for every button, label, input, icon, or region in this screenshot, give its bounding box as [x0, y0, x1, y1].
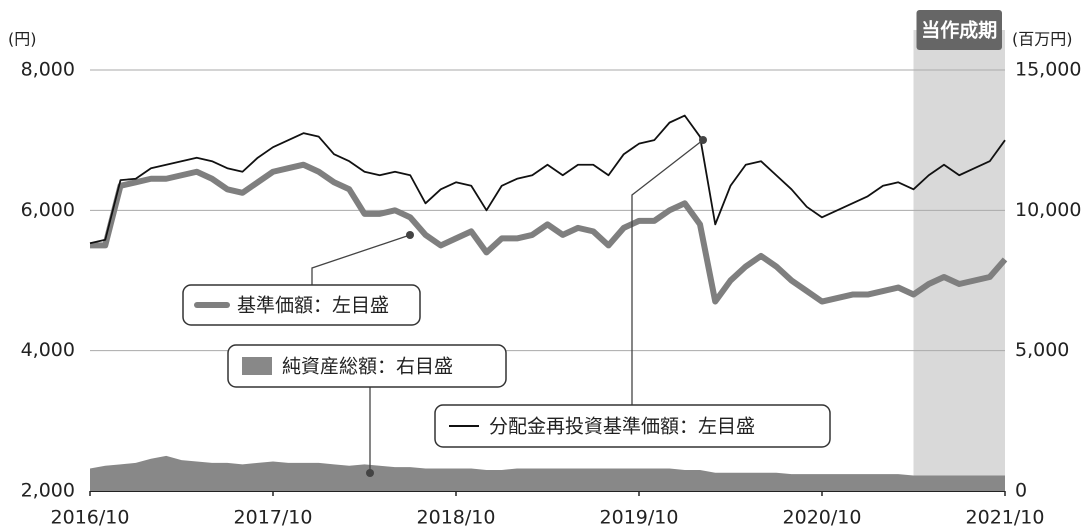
- legend-box: [182, 284, 421, 326]
- y-tick-label: 8,000: [21, 59, 75, 81]
- period-label: 当作成期: [921, 19, 997, 42]
- y-tick-label: 2,000: [21, 480, 75, 502]
- x-tick-label: 2018/10: [417, 507, 496, 529]
- legend-box: [434, 404, 831, 448]
- data-layer: 2016/10 2017/10 2018/10 2019/10 2020/10 2021/…: [51, 114, 1045, 529]
- left-unit: (円): [8, 30, 37, 49]
- legend-label: 分配金再投資基準価額：左目盛: [489, 416, 755, 438]
- x-tick-label: 2016/10: [51, 507, 130, 529]
- callouts: [311, 139, 704, 473]
- y2-tick-label: 5,000: [1015, 339, 1069, 361]
- y-tick-label: 6,000: [21, 199, 75, 221]
- y2-tick-label: 10,000: [1015, 199, 1081, 221]
- period-layer: 当作成期: [913, 10, 1005, 491]
- legend-box: [227, 344, 507, 388]
- y2-tick-label: 15,000: [1015, 59, 1081, 81]
- pointer-dot: [406, 231, 414, 239]
- pointer-dots: [366, 136, 707, 477]
- pointer: [311, 234, 411, 285]
- reinvested-price-line: [89, 114, 1006, 245]
- pointer-dot: [699, 136, 707, 144]
- legend-label: 純資産総額：右目盛: [282, 356, 453, 378]
- x-tick-label: 2020/10: [783, 507, 862, 529]
- period-shade: [913, 30, 1005, 491]
- pointer: [631, 139, 704, 405]
- y-tick-label: 4,000: [21, 339, 75, 361]
- legend-swatch: [242, 357, 272, 375]
- pointer-dot: [366, 469, 374, 477]
- period-label-box: [916, 10, 1002, 50]
- x-tick-label: 2021/10: [966, 507, 1045, 529]
- base-price-line: [90, 161, 1008, 305]
- legend-label: 基準価額：左目盛: [237, 295, 389, 317]
- right-unit: (百万円): [1012, 30, 1073, 49]
- y2-tick-label: 0: [1015, 480, 1027, 502]
- x-tick-label: 2019/10: [600, 507, 679, 529]
- x-tick-label: 2017/10: [234, 507, 313, 529]
- net-assets-area: [90, 455, 1005, 491]
